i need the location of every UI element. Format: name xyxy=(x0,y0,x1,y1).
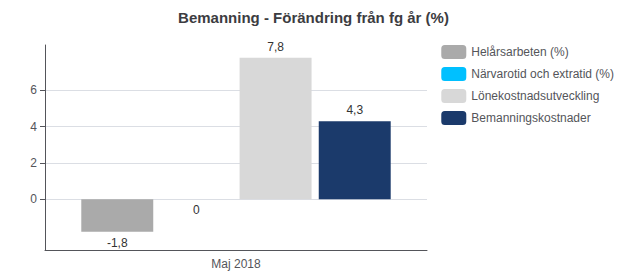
svg-text:Närvarotid och extratid (%): Närvarotid och extratid (%) xyxy=(471,67,614,81)
svg-text:Bemanning - Förändring från fg: Bemanning - Förändring från fg år (%) xyxy=(178,9,449,26)
svg-text:4: 4 xyxy=(30,120,37,134)
svg-text:Helårsarbeten (%): Helårsarbeten (%) xyxy=(471,45,568,59)
svg-text:Bemanningskostnader: Bemanningskostnader xyxy=(471,111,590,125)
svg-text:4,3: 4,3 xyxy=(346,103,363,117)
svg-text:7,8: 7,8 xyxy=(267,40,284,54)
svg-text:6: 6 xyxy=(30,83,37,97)
svg-text:2: 2 xyxy=(30,156,37,170)
svg-text:-1,8: -1,8 xyxy=(107,236,128,250)
svg-text:0: 0 xyxy=(30,192,37,206)
svg-text:0: 0 xyxy=(193,203,200,217)
svg-text:Lönekostnadsutveckling: Lönekostnadsutveckling xyxy=(471,89,599,103)
svg-text:Maj 2018: Maj 2018 xyxy=(211,257,261,271)
